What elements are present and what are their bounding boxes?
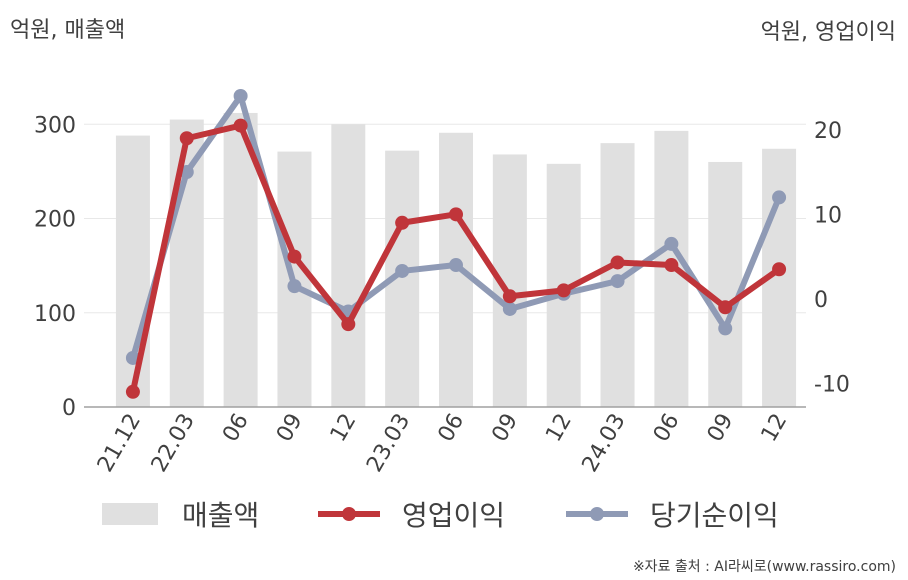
net-income-point [718,321,733,336]
operating-profit-point [772,262,787,277]
net-income-point [287,279,302,294]
right-tick-label: -10 [814,372,850,397]
revenue-bar [169,119,204,407]
x-tick-label: 24.03 [578,410,631,477]
operating-profit-point [502,289,517,304]
operating-profit-point [610,255,625,270]
x-tick-label: 12 [541,410,577,447]
operating-profit-point [664,258,679,273]
legend-label-revenue: 매출액 [182,499,259,532]
left-tick-label: 100 [34,302,76,327]
operating-profit-point [233,118,248,133]
revenue-bar [115,135,150,407]
x-tick-label: 12 [326,410,362,447]
x-tick-label: 23.03 [362,410,415,477]
right-tick-label: 0 [814,288,828,313]
x-tick-label: 09 [487,410,523,447]
operating-profit-point [395,215,410,230]
legend: 매출액 영업이익 당기순이익 [102,499,779,532]
legend-swatch-revenue [102,503,158,525]
operating-profit-point [718,300,733,315]
x-tick-label: 12 [757,410,793,447]
left-tick-label: 300 [34,113,76,138]
x-tick-label: 22.03 [147,410,200,477]
operating-profit-point [556,283,571,298]
legend-marker-net-income [590,507,604,521]
source-credit: ※자료 출처 : AI라씨로(www.rassiro.com) [632,559,896,575]
left-tick-label: 0 [62,396,76,421]
net-income-point [395,263,410,278]
x-tick-label: 09 [272,410,308,447]
net-income-point [610,274,625,289]
net-income-point [664,236,679,251]
net-income-point [772,190,787,205]
operating-profit-point [449,207,463,222]
left-axis-unit: 억원, 매출액 [10,18,126,43]
x-tick-label: 09 [703,410,739,447]
x-tick-label: 06 [434,410,470,447]
right-tick-label: 20 [814,119,842,144]
legend-marker-operating-profit [342,507,356,521]
net-income-point [449,258,463,273]
net-income-point [233,89,248,103]
operating-profit-point [341,317,356,332]
legend-label-net-income: 당기순이익 [650,499,779,532]
operating-profit-point [125,384,140,399]
operating-profit-point [179,131,194,146]
legend-label-operating-profit: 영업이익 [402,499,505,532]
revenue-bar [223,112,258,408]
revenue-bar [331,124,366,407]
operating-profit-point [287,249,302,264]
revenue-bar [708,161,743,407]
x-tick-label: 06 [649,410,685,447]
left-tick-label: 200 [34,208,76,233]
right-axis-unit: 억원, 영업이익 [760,20,896,45]
line-series [125,89,787,399]
net-income-point [502,301,517,316]
right-tick-label: 10 [814,203,842,228]
x-tick-label: 21.12 [93,410,146,477]
x-tick-label: 06 [218,410,254,447]
